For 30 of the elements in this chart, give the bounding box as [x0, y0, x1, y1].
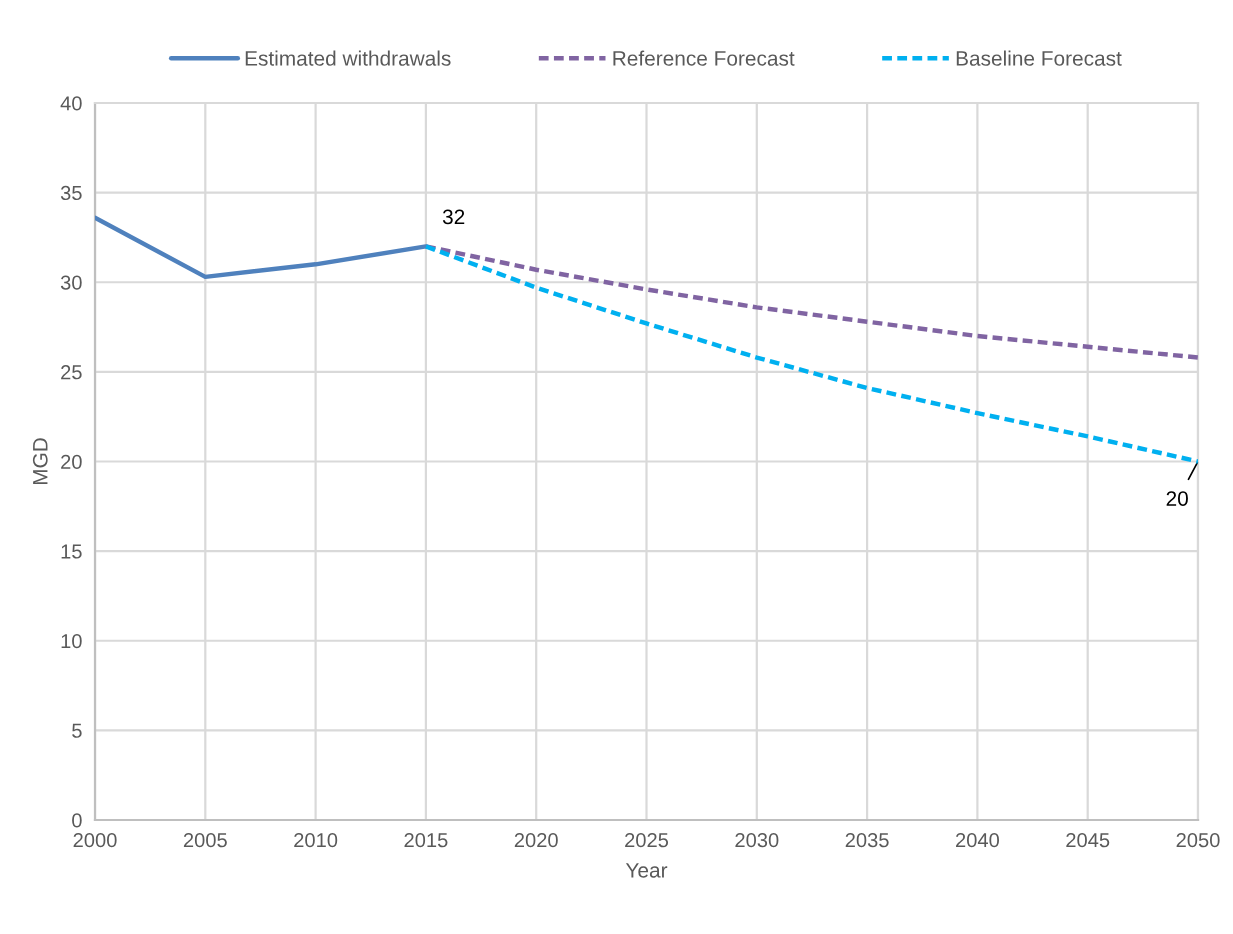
data-label: 20: [1166, 491, 1188, 506]
x-tick-label: 2040: [956, 833, 1000, 848]
y-tick-label: 0: [72, 813, 82, 828]
y-tick-label: 35: [60, 185, 82, 201]
legend-label: Estimated withdrawals: [245, 50, 451, 66]
x-tick-label: 2015: [404, 833, 448, 848]
y-tick-label: 40: [60, 96, 82, 111]
x-tick-label: 2025: [625, 833, 669, 848]
x-tick-label: 2020: [514, 833, 558, 848]
x-tick-label: 2045: [1066, 833, 1110, 848]
y-tick-label: 20: [61, 454, 82, 469]
data-label: 32: [442, 209, 465, 225]
y-tick-label: 10: [61, 633, 82, 649]
x-tick-label: 2035: [845, 833, 889, 848]
y-tick-label: 15: [61, 544, 82, 559]
line-series: [423, 244, 1198, 464]
x-axis-title: Year: [625, 863, 668, 878]
x-tick-label: 2030: [735, 833, 779, 848]
y-tick-label: 5: [72, 723, 82, 738]
line-series: [423, 244, 1198, 360]
y-axis-title: MGD: [32, 438, 48, 485]
x-tick-label: 2010: [294, 833, 338, 848]
x-tick-label: 2050: [1176, 833, 1220, 848]
line-series: [95, 215, 429, 280]
y-tick-label: 30: [60, 275, 82, 290]
legend-label: Reference Forecast: [613, 50, 795, 66]
x-tick-label: 2005: [183, 833, 227, 848]
x-tick-label: 2000: [73, 833, 117, 848]
legend-label: Baseline Forecast: [956, 50, 1122, 66]
y-tick-label: 25: [61, 365, 82, 380]
